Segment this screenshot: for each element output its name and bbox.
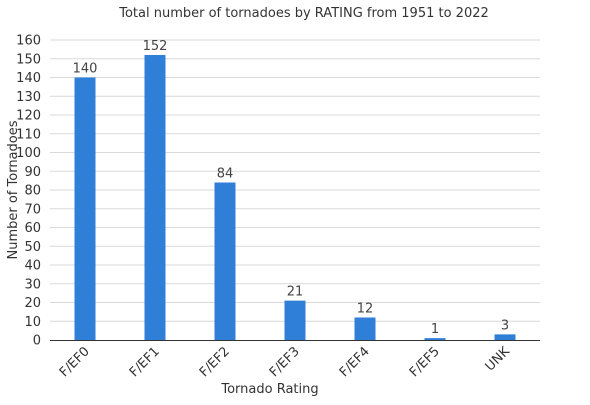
- bar-f-ef0: [74, 77, 96, 340]
- bars: [74, 55, 516, 340]
- y-tick-label: 130: [16, 90, 41, 105]
- data-labels: 140 152 84 21 12 1 3: [73, 39, 510, 337]
- y-tick-label: 100: [16, 146, 41, 161]
- x-tick-label: F/EF3: [267, 344, 303, 380]
- y-axis-ticks: 0 10 20 30 40 50 60 70 80 90 100 110 120 130 140 150 160: [16, 34, 41, 349]
- data-label: 84: [217, 167, 234, 182]
- x-axis-ticks: F/EF0 F/EF1 F/EF2 F/EF3 F/EF4 F/EF5 UNK: [57, 344, 513, 380]
- bar-unk: [494, 334, 516, 340]
- bar-f-ef1: [144, 55, 166, 340]
- y-tick-label: 150: [16, 52, 41, 67]
- bar-f-ef5: [424, 338, 446, 340]
- bar-f-ef4: [354, 317, 376, 340]
- y-tick-label: 10: [24, 315, 41, 330]
- x-tick-label: F/EF2: [197, 344, 233, 380]
- y-tick-label: 70: [24, 202, 41, 217]
- y-tick-label: 80: [24, 184, 41, 199]
- y-tick-label: 40: [24, 259, 41, 274]
- data-label: 12: [357, 302, 374, 317]
- y-tick-label: 90: [24, 165, 41, 180]
- y-tick-label: 110: [16, 127, 41, 142]
- y-tick-label: 0: [33, 334, 41, 349]
- x-tick-label: F/EF0: [57, 344, 93, 380]
- x-tick-label: F/EF5: [407, 344, 443, 380]
- data-label: 21: [287, 285, 304, 300]
- y-tick-label: 160: [16, 34, 41, 49]
- bar-f-ef3: [284, 300, 306, 340]
- x-axis-label: Tornado Rating: [220, 382, 318, 397]
- bar-f-ef2: [214, 182, 236, 340]
- data-label: 152: [143, 39, 168, 54]
- y-axis-label: Number of Tornadoes: [6, 120, 21, 259]
- data-label: 3: [501, 318, 509, 333]
- y-tick-label: 20: [24, 296, 41, 311]
- x-tick-label: F/EF1: [127, 344, 163, 380]
- y-tick-label: 50: [24, 240, 41, 255]
- x-tick-label: F/EF4: [337, 344, 373, 380]
- y-tick-label: 30: [24, 277, 41, 292]
- x-tick-label: UNK: [483, 344, 514, 375]
- y-tick-label: 120: [16, 109, 41, 124]
- chart-title: Total number of tornadoes by RATING from…: [118, 6, 489, 21]
- data-label: 140: [73, 62, 98, 77]
- y-tick-label: 60: [24, 221, 41, 236]
- data-label: 1: [431, 322, 439, 337]
- y-tick-label: 140: [16, 71, 41, 86]
- gridlines: [50, 39, 540, 322]
